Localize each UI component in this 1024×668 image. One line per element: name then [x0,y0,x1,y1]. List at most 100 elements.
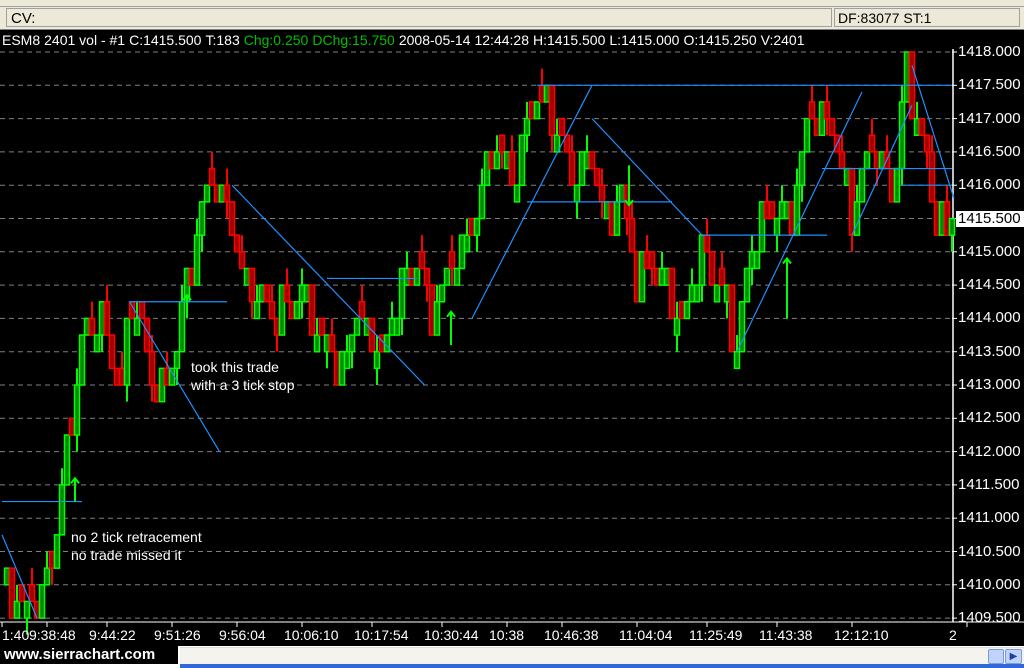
low-value: L:1415.000 [609,32,680,48]
price-bar [418,251,426,270]
price-bar [948,217,956,236]
price-bar [283,284,291,303]
price-bar [858,167,866,203]
price-bar [228,201,236,236]
price-bar [138,301,146,320]
price-bar [868,134,876,153]
y-tick-label: 1409.500 [958,609,1021,627]
y-tick-label: 1414.500 [958,276,1021,294]
price-bar [638,251,646,303]
price-bar [318,317,326,336]
price-bar [168,367,176,386]
time: 12:44:28 [474,32,529,48]
price-bar [78,334,86,386]
trendline-drawing [851,105,913,236]
scroll-right-icon[interactable]: ▶ [1005,649,1022,664]
period: 2401 vol - #1 [44,32,126,48]
price-bar [248,267,256,303]
price-bar [568,151,576,186]
trendline-drawing [911,65,955,199]
plot-area [0,49,952,622]
price-bar [838,151,846,170]
price-bar [353,317,361,336]
x-tick-label: 12:12:10 [834,627,889,643]
price-bar [28,584,36,603]
price-bar [73,384,81,436]
price-bar [38,584,46,619]
price-bar [523,117,531,136]
price-bar [238,251,246,270]
y-tick-label: 1417.500 [958,76,1021,94]
price-bar [413,267,421,286]
price-bar [198,201,206,236]
arrow-head-icon [70,476,80,484]
change: Chg:0.250 [243,32,309,48]
x-tick-label: 11:25:49 [689,627,743,643]
price-bar [368,317,376,353]
y-tick-label: 1415.000 [958,242,1021,260]
price-bar [453,267,461,286]
cv-field[interactable]: CV: [6,8,832,27]
x-tick-label: 10:46:38 [544,627,599,643]
price-bar [178,301,186,353]
price-bar [648,251,656,270]
price-bar [533,101,541,120]
price-bar [43,567,51,586]
scrollbar-thumb[interactable] [988,649,1004,664]
y-tick-label: 1412.000 [958,442,1021,460]
price-bar [478,184,486,220]
price-bar [58,484,66,536]
open-value: O:1415.250 [683,32,757,48]
missed-note-line-2: no trade missed it [71,547,182,563]
x-tick-label: 9:56:04 [219,627,266,643]
price-bar [923,134,931,153]
trendline-drawing [591,118,703,236]
y-tick-label: 1411.500 [958,475,1020,493]
close-value: C:1415.500 [129,32,202,48]
price-bar [753,251,761,270]
trendline-drawing [231,184,425,386]
trendline-drawing [1,534,38,619]
price-bar [693,284,701,303]
chart-header: ESM8 2401 vol - #1 C:1415.500 T:183 Chg:0.25… [2,31,809,49]
price-bar [893,167,901,203]
price-bar [668,267,676,320]
trade-count: T:183 [205,32,240,48]
price-bar [493,151,501,170]
price-bar [293,301,301,320]
y-tick-label: 1413.500 [958,342,1021,360]
price-bar [628,217,636,253]
price-bar [278,284,286,336]
toolbar-edge [0,0,1024,7]
price-bar [558,117,566,136]
price-bar [518,134,526,186]
price-bar [268,301,276,320]
day-change: DChg:15.750 [312,32,395,48]
price-bar [928,151,936,203]
price-bar [8,567,16,619]
arrow-head-icon [182,293,192,301]
x-tick-label: 9:51:26 [154,627,201,643]
price-bar [123,317,131,386]
price-bar [463,234,471,253]
price-bar [233,234,241,253]
price-bar [358,301,366,320]
price-bar [253,301,261,320]
price-bar [703,234,711,253]
current-price-label: 1415.500 [956,210,1024,227]
horizontal-scrollbar[interactable]: ▶ [180,647,1024,664]
y-tick-label: 1414.000 [958,309,1021,327]
price-bar [588,151,596,170]
y-tick-label: 1418.000 [958,43,1021,60]
y-tick-label: 1417.000 [958,109,1021,127]
price-bar [823,101,831,120]
x-tick-label: 1:40 [2,627,30,643]
high-value: H:1415.500 [532,32,606,48]
price-bar [103,301,111,336]
x-tick-label: 11:04:04 [619,627,673,643]
arrow-head-icon [624,199,634,207]
price-bar [738,301,746,353]
price-bar [898,101,906,170]
price-bar [63,434,71,486]
